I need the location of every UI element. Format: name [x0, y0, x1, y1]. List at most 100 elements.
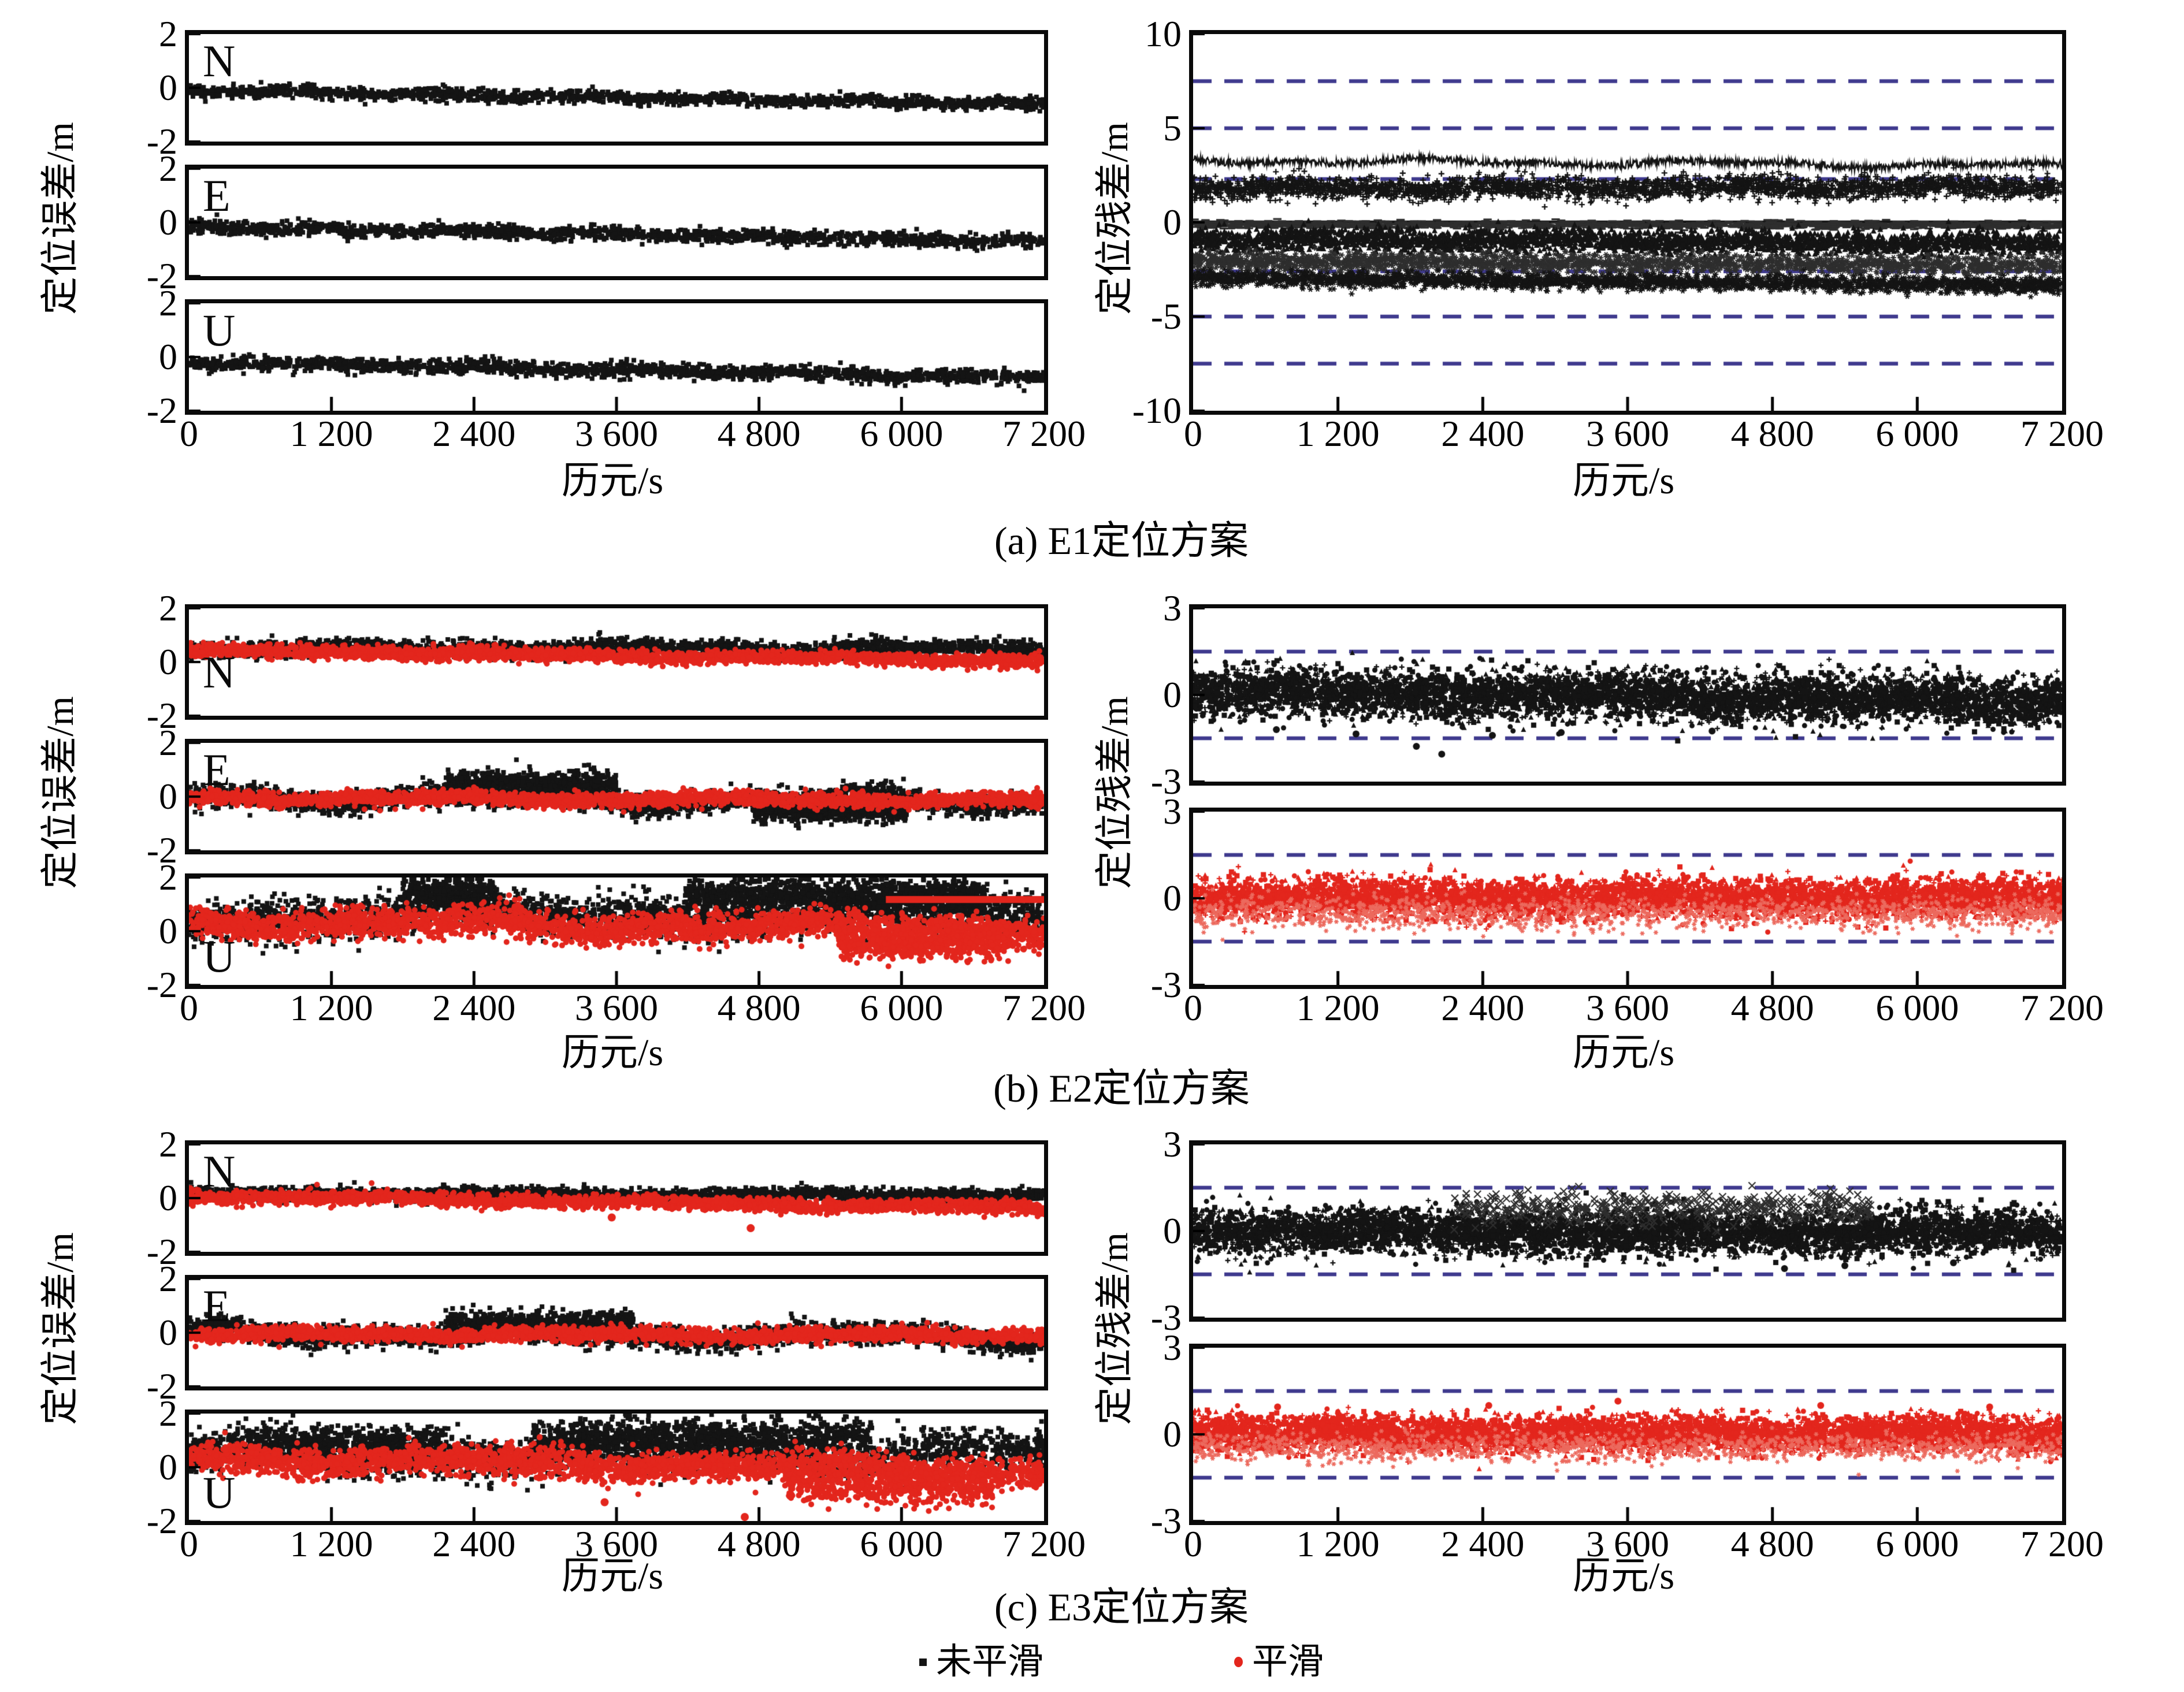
caption-e1: (a) E1定位方案 — [994, 519, 1249, 563]
y-tick-label: 0 — [159, 910, 177, 951]
scatter-canvas — [189, 1279, 1044, 1386]
y-tick-label: 3 — [1163, 1124, 1182, 1165]
scatter-canvas — [1193, 1144, 2062, 1318]
x-axis-label-e1-right: 历元/s — [1572, 460, 1675, 502]
y-tick-label: 0 — [1163, 674, 1182, 715]
plot-panel-e1-residual: 10 5 0 -5 -10 0 1 200 2 400 3 600 4 800 6 000 7 20… — [1132, 16, 2104, 455]
y-axis-label-error-e2: 定位误差/m — [39, 696, 81, 889]
x-axis-label-e2-right: 历元/s — [1572, 1032, 1675, 1074]
scatter-canvas — [189, 877, 1044, 985]
legend-label-unsmoothed: 未平滑 — [935, 1642, 1043, 1682]
x-tick-label: 6 000 — [1875, 1523, 1959, 1564]
y-axis-tick-labels: 2 0 -2 — [88, 150, 177, 295]
x-tick-label: 4 800 — [1730, 987, 1814, 1028]
y-tick-label: -2 — [146, 255, 177, 296]
x-tick-label: 1 200 — [289, 987, 373, 1028]
x-tick-label: 4 800 — [717, 987, 801, 1028]
scatter-canvas — [189, 743, 1044, 850]
plot-panel-e3-residual-unsmoothed: 3 0 -3 — [1151, 1126, 2066, 1336]
x-axis-tick-labels: 0 1 200 2 400 3 600 4 800 6 000 7 200 — [1184, 1521, 2104, 1573]
y-tick-label: -2 — [146, 830, 177, 871]
x-tick-label: 6 000 — [860, 1523, 944, 1564]
y-tick-label: 0 — [159, 776, 177, 817]
x-tick-label: 1 200 — [289, 1523, 373, 1564]
x-tick-label: 1 200 — [1296, 987, 1380, 1028]
x-tick-label: 1 200 — [1296, 1523, 1380, 1564]
unsmoothed-marker-icon — [919, 1658, 927, 1666]
x-tick-label: 7 200 — [2020, 987, 2104, 1028]
scatter-canvas — [1193, 1348, 2062, 1521]
scatter-canvas — [189, 169, 1044, 276]
y-axis-tick-labels: 3 0 -3 — [1092, 590, 1182, 800]
scatter-canvas — [189, 1414, 1044, 1521]
x-tick-label: 7 200 — [1002, 1523, 1086, 1564]
y-axis-tick-labels: 2 0 -2 — [88, 859, 177, 1003]
plot-panel-e2-residual-unsmoothed: 3 0 -3 — [1151, 590, 2066, 800]
y-tick-label: -2 — [146, 390, 177, 431]
y-tick-label: 2 — [159, 722, 177, 763]
x-axis-label-e3-right: 历元/s — [1572, 1555, 1675, 1597]
x-tick-label: 7 200 — [2020, 1523, 2104, 1564]
y-tick-label: 0 — [159, 1177, 177, 1218]
x-tick-label: 0 — [180, 987, 198, 1028]
y-axis-label-error-e3: 定位误差/m — [39, 1232, 81, 1425]
x-tick-label: 6 000 — [1875, 413, 1959, 454]
y-tick-label: 2 — [159, 148, 177, 189]
y-tick-label: 2 — [159, 587, 177, 629]
scatter-canvas — [1193, 34, 2062, 411]
plot-panel-e3-error-n: N 2 0 -2 — [147, 1126, 1048, 1270]
x-tick-label: 3 600 — [575, 413, 658, 454]
x-tick-label: 3 600 — [575, 987, 658, 1028]
panel-series-letter: E — [203, 1281, 231, 1331]
x-axis-tick-labels: 0 1 200 2 400 3 600 4 800 6 000 7 200 — [180, 1521, 1086, 1573]
y-tick-label: -2 — [146, 1366, 177, 1407]
x-tick-label: 2 400 — [432, 413, 516, 454]
plot-panel-e1-error-e: E 2 0 -2 — [147, 150, 1048, 295]
panel-series-letter: U — [203, 1467, 236, 1518]
x-axis-tick-labels: 0 1 200 2 400 3 600 4 800 6 000 7 200 — [1184, 985, 2104, 1037]
panel-series-letter: U — [203, 931, 236, 981]
x-axis-label-e3-left: 历元/s — [561, 1555, 664, 1597]
x-tick-label: 1 200 — [1296, 413, 1380, 454]
x-tick-label: 1 200 — [289, 413, 373, 454]
y-tick-label: 0 — [1163, 202, 1182, 243]
y-tick-label: 2 — [159, 13, 177, 54]
panel-series-letter: E — [203, 745, 231, 795]
x-tick-label: 3 600 — [1586, 1523, 1669, 1564]
scatter-canvas — [1193, 812, 2062, 985]
x-tick-label: 0 — [1184, 987, 1202, 1028]
y-tick-label: 5 — [1163, 107, 1182, 148]
x-tick-label: 2 400 — [1441, 413, 1525, 454]
x-tick-label: 7 200 — [2020, 413, 2104, 454]
x-tick-label: 0 — [1184, 413, 1202, 454]
y-axis-tick-labels: 2 0 -2 — [88, 285, 177, 429]
y-tick-label: 2 — [159, 857, 177, 898]
y-tick-label: 0 — [159, 1312, 177, 1353]
x-tick-label: 2 400 — [1441, 987, 1525, 1028]
panel-series-letter: N — [203, 1146, 236, 1196]
y-tick-label: 0 — [159, 336, 177, 377]
y-axis-tick-labels: 2 0 -2 — [88, 16, 177, 160]
x-tick-label: 0 — [180, 413, 198, 454]
caption-e3: (c) E3定位方案 — [994, 1585, 1249, 1629]
y-tick-label: 0 — [1163, 1210, 1182, 1251]
caption-e2: (b) E2定位方案 — [993, 1066, 1250, 1110]
plot-panel-e1-error-n: N 2 0 -2 — [147, 16, 1048, 160]
scatter-canvas — [1193, 608, 2062, 782]
y-axis-tick-labels: 3 0 -3 — [1092, 793, 1182, 1003]
y-axis-label-error-e1: 定位误差/m — [39, 122, 81, 315]
x-tick-label: 4 800 — [1730, 1523, 1814, 1564]
y-tick-label: 0 — [1163, 1414, 1182, 1455]
y-axis-tick-labels: 2 0 -2 — [88, 1126, 177, 1270]
y-tick-label: 2 — [159, 1393, 177, 1434]
x-tick-label: 2 400 — [432, 987, 516, 1028]
x-axis-tick-labels: 0 1 200 2 400 3 600 4 800 6 000 7 200 — [180, 985, 1086, 1037]
x-tick-label: 3 600 — [1586, 987, 1669, 1028]
y-tick-label: -3 — [1150, 964, 1182, 1005]
x-axis-tick-labels: 0 1 200 2 400 3 600 4 800 6 000 7 200 — [1184, 411, 2104, 463]
